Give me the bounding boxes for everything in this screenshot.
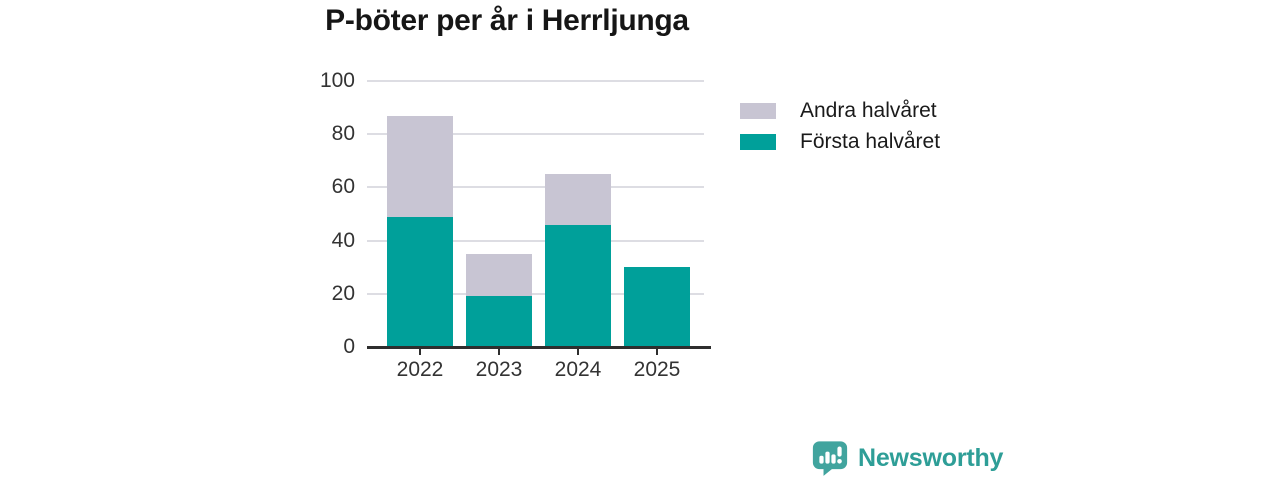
y-axis-tick-label: 40 (331, 228, 355, 252)
newsworthy-branding[interactable]: Newsworthy (811, 440, 1003, 477)
x-axis-tick-mark (498, 348, 500, 355)
legend-label: Andra halvåret (800, 99, 937, 122)
gridline (367, 133, 704, 136)
x-axis-tick-label: 2023 (475, 358, 523, 381)
newsworthy-logo-text: Newsworthy (858, 444, 1004, 472)
x-axis-tick-label: 2022 (396, 358, 444, 381)
bar-segment (387, 216, 453, 347)
bar-segment (387, 115, 453, 217)
y-axis-tick-label: 80 (331, 122, 355, 146)
y-axis-tick-label: 60 (331, 175, 355, 199)
newsworthy-logo-icon (812, 441, 848, 476)
legend-item: Andra halvåret (740, 99, 940, 122)
legend-label: Första halvåret (800, 130, 941, 153)
x-axis-tick-label: 2024 (554, 358, 602, 381)
chart-title: P-böter per år i Herrljunga (325, 4, 689, 37)
x-axis-tick-mark (656, 348, 658, 355)
gridline (367, 186, 704, 189)
x-axis-line (367, 345, 711, 349)
y-axis-tick-label: 100 (319, 69, 355, 92)
bar-segment (466, 253, 532, 297)
x-axis-tick-label: 2025 (633, 358, 681, 381)
gridline (367, 239, 704, 242)
y-axis-tick-label: 20 (331, 281, 355, 305)
y-axis-tick-label: 0 (343, 335, 355, 358)
legend: Andra halvåret Första halvåret (740, 99, 941, 162)
gridline (367, 292, 704, 295)
legend-swatch-icon (740, 103, 776, 119)
gridline (367, 80, 704, 82)
legend-swatch-icon (740, 134, 776, 150)
bar-segment (545, 174, 611, 225)
bar-segment (624, 267, 690, 347)
bar-segment (466, 296, 532, 347)
legend-item: Första halvåret (740, 130, 941, 153)
bar-segment (545, 224, 611, 347)
x-axis-tick-mark (419, 348, 421, 355)
x-axis-tick-mark (577, 348, 579, 355)
